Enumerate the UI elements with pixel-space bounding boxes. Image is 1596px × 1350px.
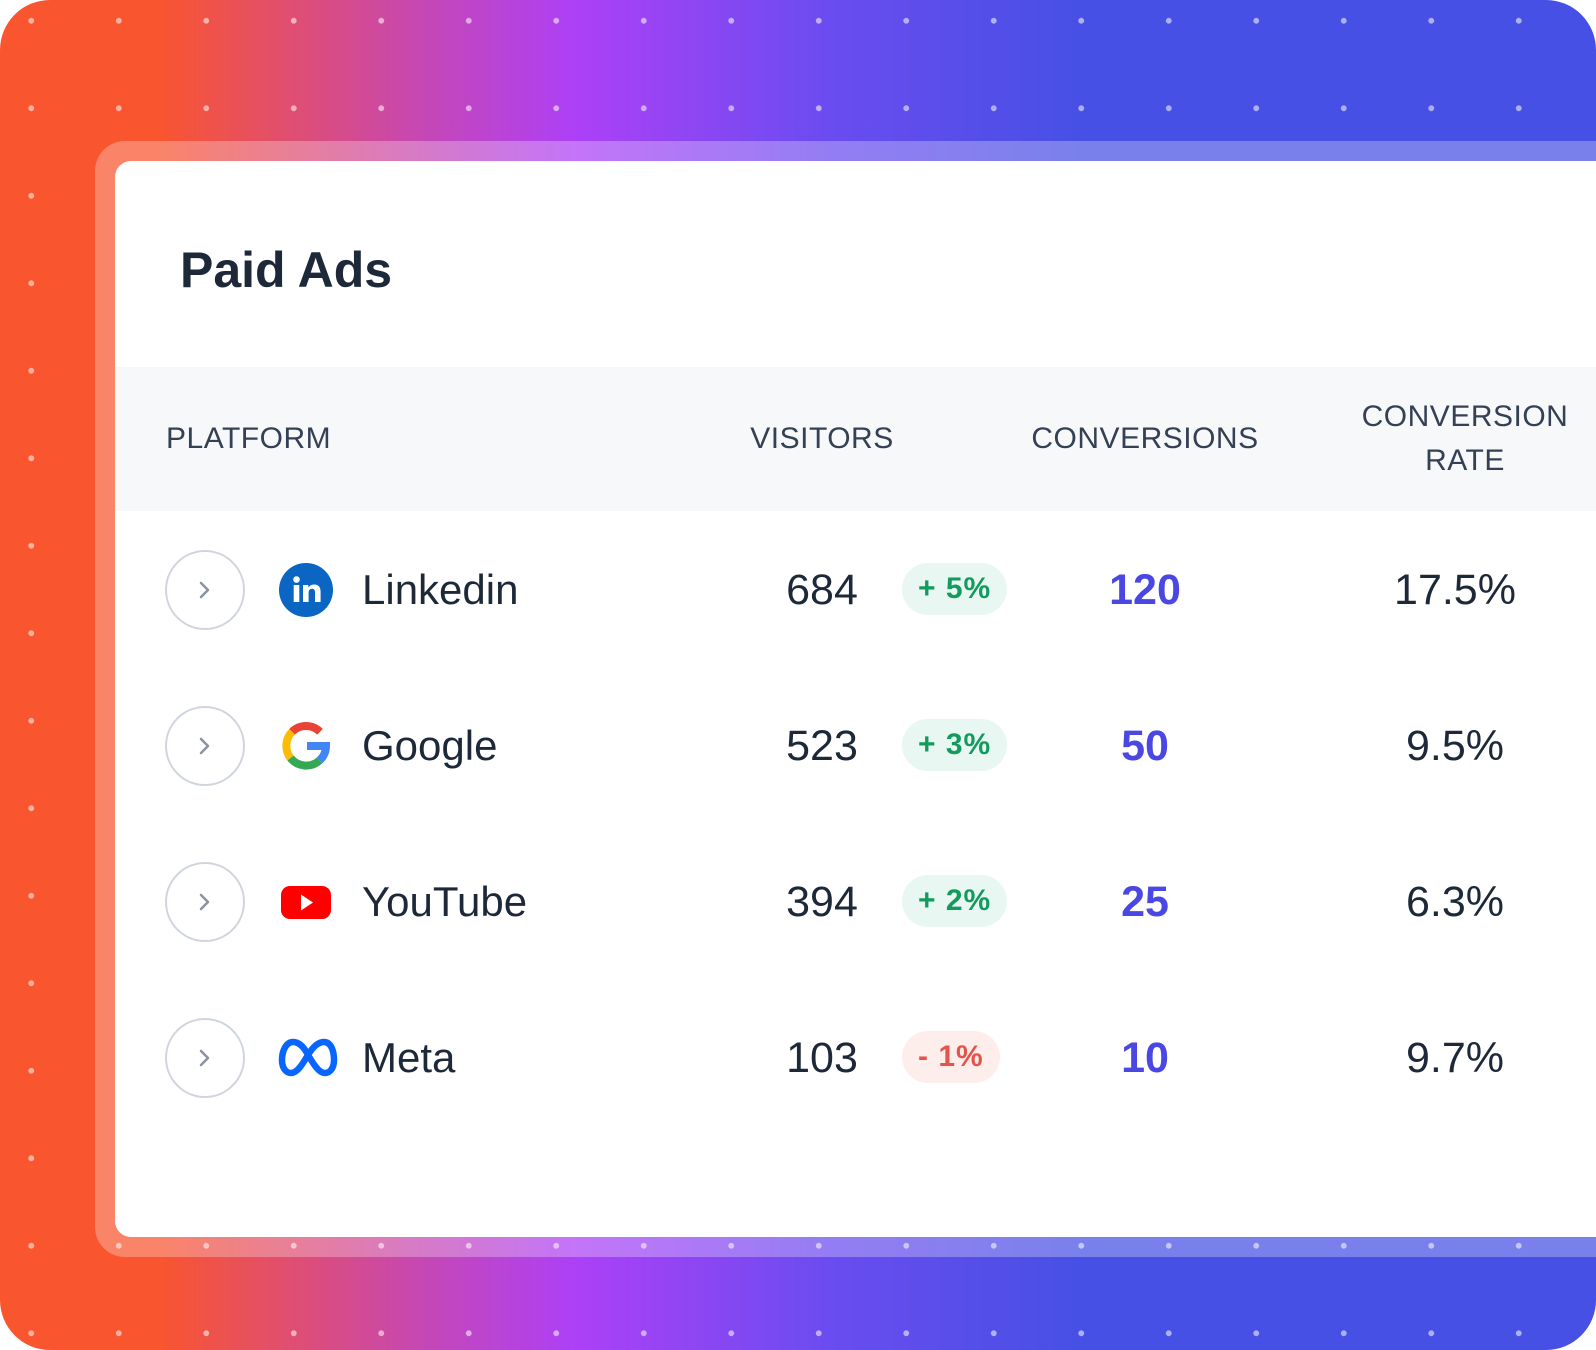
google-icon	[282, 722, 331, 770]
change-badge: + 2%	[902, 875, 1008, 927]
visitors: 684	[786, 566, 858, 614]
column-header: VISITORS	[750, 422, 894, 455]
platform-name: Google	[362, 722, 498, 769]
conversion-rate: 17.5%	[1394, 566, 1516, 614]
expand-button[interactable]	[165, 706, 245, 786]
table-row[interactable]: YouTube 394 + 2% 25 6.3%	[115, 852, 1596, 952]
conversions: 10	[1121, 1034, 1169, 1082]
expand-button[interactable]	[165, 550, 245, 630]
change-badge: + 3%	[902, 719, 1008, 771]
card-title: Paid Ads	[180, 242, 393, 298]
visitors: 523	[786, 722, 858, 770]
column-header: CONVERSION RATE	[1361, 400, 1569, 477]
column-header: PLATFORM	[166, 422, 332, 455]
youtube-icon	[281, 886, 331, 919]
conversion-rate: 9.7%	[1405, 1034, 1504, 1082]
conversions: 50	[1121, 722, 1169, 770]
platform-name: Linkedin	[362, 566, 519, 613]
expand-button[interactable]	[165, 862, 245, 942]
conversions: 120	[1109, 566, 1181, 614]
conversion-rate: 9.5%	[1405, 722, 1504, 770]
table-row[interactable]: Google 523 + 3% 50 9.5%	[115, 696, 1596, 796]
visitors: 394	[786, 878, 858, 926]
table-row[interactable]: Linkedin 684 + 5% 120 17.5%	[115, 540, 1596, 640]
linkedin-icon	[279, 563, 333, 617]
card: Paid Ads PLATFORM VISITORS CONVERSIONS C…	[115, 161, 1596, 1237]
platform-name: YouTube	[362, 878, 528, 925]
expand-button[interactable]	[165, 1018, 245, 1098]
table-row[interactable]: Meta 103 - 1% 10 9.7%	[115, 1008, 1596, 1108]
visitors: 103	[786, 1034, 858, 1082]
column-header: CONVERSIONS	[1031, 422, 1259, 455]
platform-name: Meta	[362, 1034, 456, 1081]
meta-icon	[278, 1038, 338, 1077]
conversions: 25	[1121, 878, 1169, 926]
conversion-rate: 6.3%	[1405, 878, 1504, 926]
change-badge: - 1%	[902, 1031, 1000, 1083]
change-badge: + 5%	[902, 563, 1008, 615]
table-header: PLATFORM VISITORS CONVERSIONS CONVERSION…	[115, 367, 1596, 511]
